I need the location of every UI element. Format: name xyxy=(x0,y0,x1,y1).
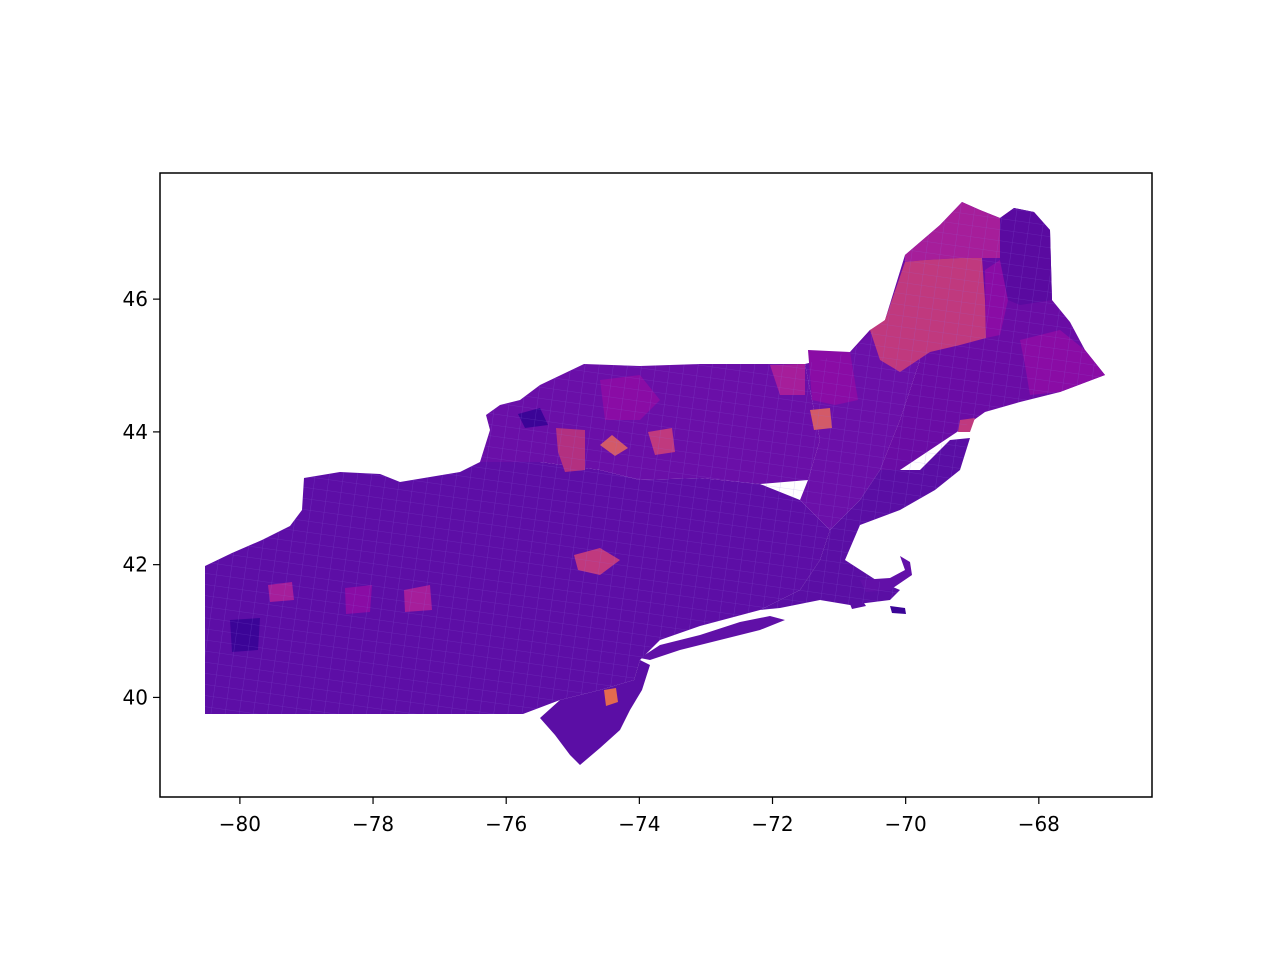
y-tick-label: 42 xyxy=(123,553,148,577)
y-tick-label: 40 xyxy=(123,685,148,709)
tract-texture-overlay xyxy=(205,202,1105,714)
x-tick-label: −70 xyxy=(885,812,927,836)
y-axis-ticks: 40 42 44 46 xyxy=(123,287,160,709)
x-tick-label: −74 xyxy=(618,812,660,836)
region-long-island xyxy=(640,616,785,660)
y-tick-label: 44 xyxy=(123,420,148,444)
nj-orange xyxy=(604,688,618,706)
x-axis-ticks: −80 −78 −76 −74 −72 −70 −68 xyxy=(219,797,1060,836)
x-tick-label: −76 xyxy=(485,812,527,836)
x-tick-label: −68 xyxy=(1018,812,1060,836)
region-islands xyxy=(890,606,906,614)
x-tick-label: −78 xyxy=(352,812,394,836)
x-tick-label: −80 xyxy=(219,812,261,836)
map-region-layer xyxy=(205,202,1105,765)
axes-frame xyxy=(159,172,1153,798)
region-new-jersey xyxy=(540,660,650,765)
y-tick-label: 46 xyxy=(123,287,148,311)
x-tick-label: −72 xyxy=(751,812,793,836)
